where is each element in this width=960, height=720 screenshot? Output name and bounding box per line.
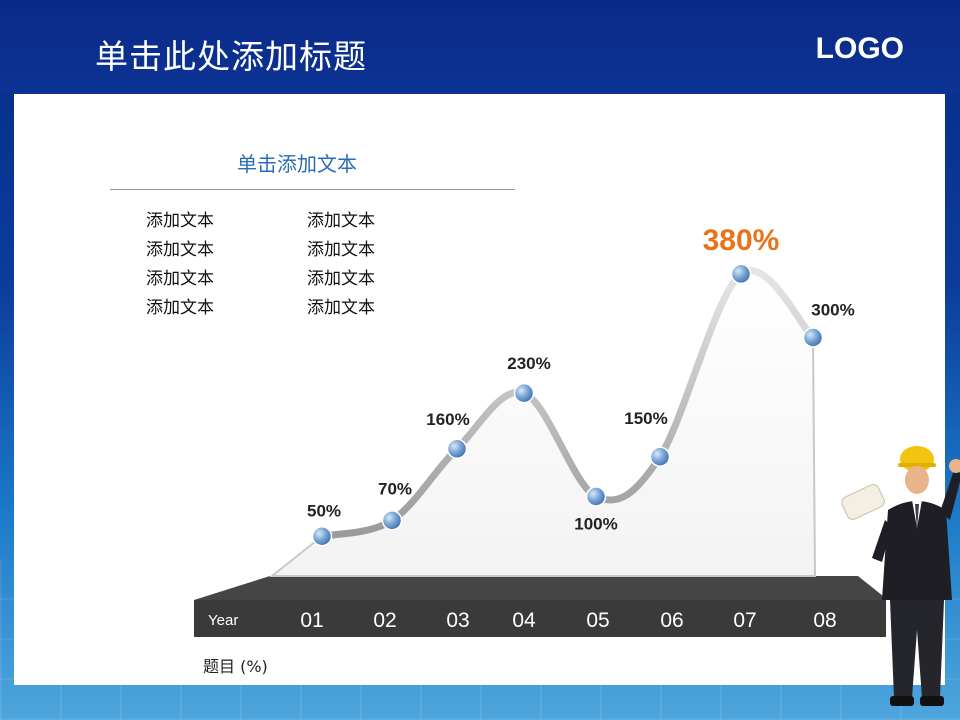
construction-worker-icon	[841, 446, 960, 706]
data-point	[513, 382, 535, 404]
x-tick-label: 08	[813, 609, 836, 632]
chart-caption[interactable]: 题目 (%)	[203, 657, 268, 676]
data-label: 160%	[426, 410, 469, 429]
slide-title[interactable]: 单击此处添加标题	[95, 37, 367, 76]
x-axis-bar	[194, 600, 886, 637]
data-point	[730, 263, 752, 285]
x-tick-label: 07	[733, 609, 756, 632]
data-label: 100%	[574, 515, 617, 534]
data-point	[311, 526, 333, 547]
data-label: 70%	[378, 479, 412, 498]
x-tick-label: 04	[512, 609, 536, 632]
x-tick-label: 06	[660, 609, 683, 632]
text-cell[interactable]: 添加文本	[307, 240, 375, 260]
header-bar: 单击此处添加标题 LOGO	[0, 0, 960, 94]
text-cell[interactable]: 添加文本	[146, 211, 214, 231]
data-label: 150%	[624, 409, 667, 428]
logo-text: LOGO	[815, 32, 904, 65]
data-label-highlight: 380%	[703, 224, 780, 257]
text-cell[interactable]: 添加文本	[307, 211, 375, 231]
x-tick-label: 05	[586, 609, 609, 632]
text-cell[interactable]: 添加文本	[146, 240, 214, 260]
data-labels: 50% 70% 160% 230% 100% 150% 380% 300%	[307, 224, 855, 534]
text-cell[interactable]: 添加文本	[307, 269, 375, 289]
data-label: 50%	[307, 501, 341, 520]
data-point	[381, 510, 403, 531]
data-points	[311, 263, 824, 547]
x-tick-label: 02	[373, 609, 396, 632]
data-label: 230%	[507, 354, 550, 373]
platform-top	[194, 576, 888, 600]
text-block-heading[interactable]: 单击添加文本	[237, 152, 357, 176]
text-cell[interactable]: 添加文本	[146, 269, 214, 289]
data-point	[649, 446, 671, 467]
data-point	[802, 327, 824, 348]
x-tick-label: 01	[300, 609, 323, 632]
text-cell[interactable]: 添加文本	[307, 298, 375, 318]
x-axis-title: Year	[208, 612, 238, 629]
data-label: 300%	[811, 301, 854, 320]
x-tick-label: 03	[446, 609, 469, 632]
data-point	[446, 438, 468, 460]
x-axis-ticks: 01 02 03 04 05 06 07 08	[300, 609, 836, 632]
text-cell[interactable]: 添加文本	[146, 298, 214, 318]
divider	[110, 189, 515, 190]
data-point	[585, 486, 607, 507]
